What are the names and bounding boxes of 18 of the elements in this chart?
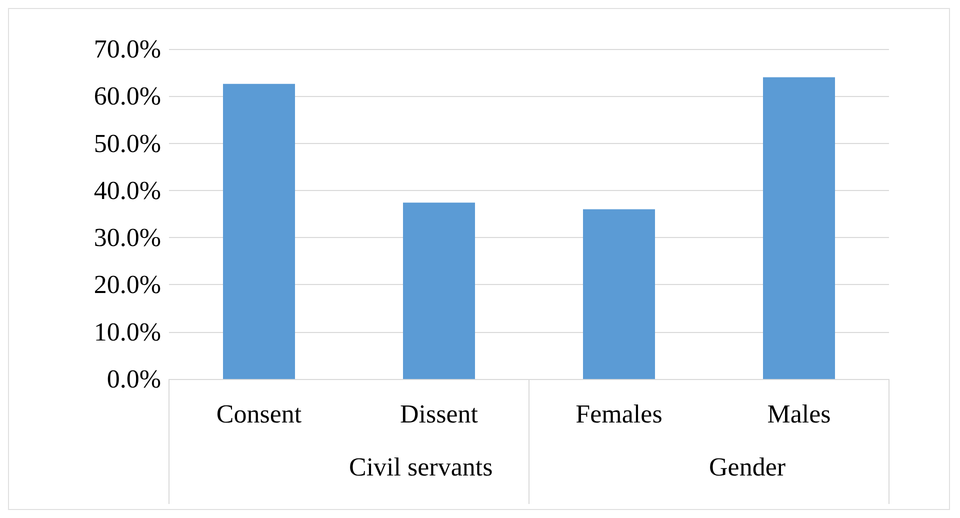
y-tick-label: 20.0% [94,270,161,300]
y-tick-label: 60.0% [94,82,161,111]
y-tick-label: 10.0% [94,317,161,346]
bar [403,202,475,379]
text: Civil servants [348,452,493,482]
x-tick-label: Females [576,400,662,428]
y-tick-label: 50.0% [94,128,161,158]
y-tick-label: 30.0% [94,223,161,252]
y-tick-label: 40.0% [94,176,161,205]
x-tick-label: Dissent [400,400,479,428]
bar [763,77,835,379]
y-tick-label: 0.0% [106,364,161,394]
y-tick-label: 70.0% [94,34,161,64]
text: Gender [709,452,786,482]
x-tick-label: Consent [216,400,302,428]
x-tick-label: Males [767,400,831,428]
bar [223,84,295,379]
bar [583,209,655,379]
